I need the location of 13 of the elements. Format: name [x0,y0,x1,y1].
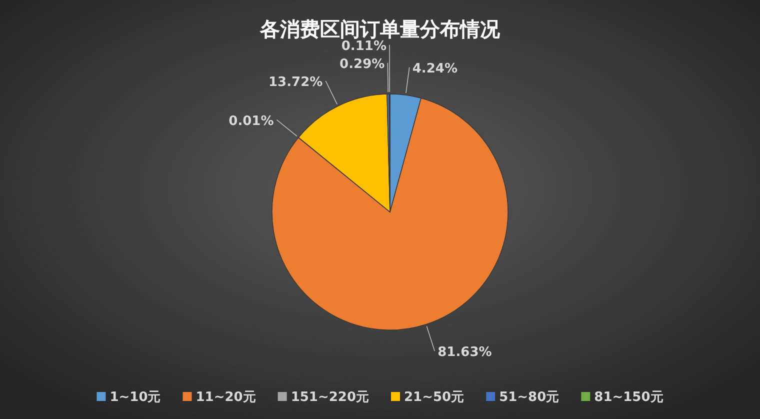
data-label: 0.29% [340,56,385,72]
data-label: 81.63% [438,345,492,360]
legend-label: 151~220元 [290,390,369,405]
legend-label: 21~50元 [404,390,464,405]
legend-label: 1~10元 [110,390,161,405]
legend-label: 81~150元 [594,390,664,405]
data-label: 0.11% [341,38,386,54]
data-label: 4.24% [412,61,458,76]
data-label: 0.01% [228,114,274,129]
legend-label: 51~80元 [499,390,560,405]
slice-label: 11~20元 [196,390,256,405]
chart-title: 各消费区间订单量分布情况 [259,17,501,41]
data-label: 13.72% [268,74,323,90]
